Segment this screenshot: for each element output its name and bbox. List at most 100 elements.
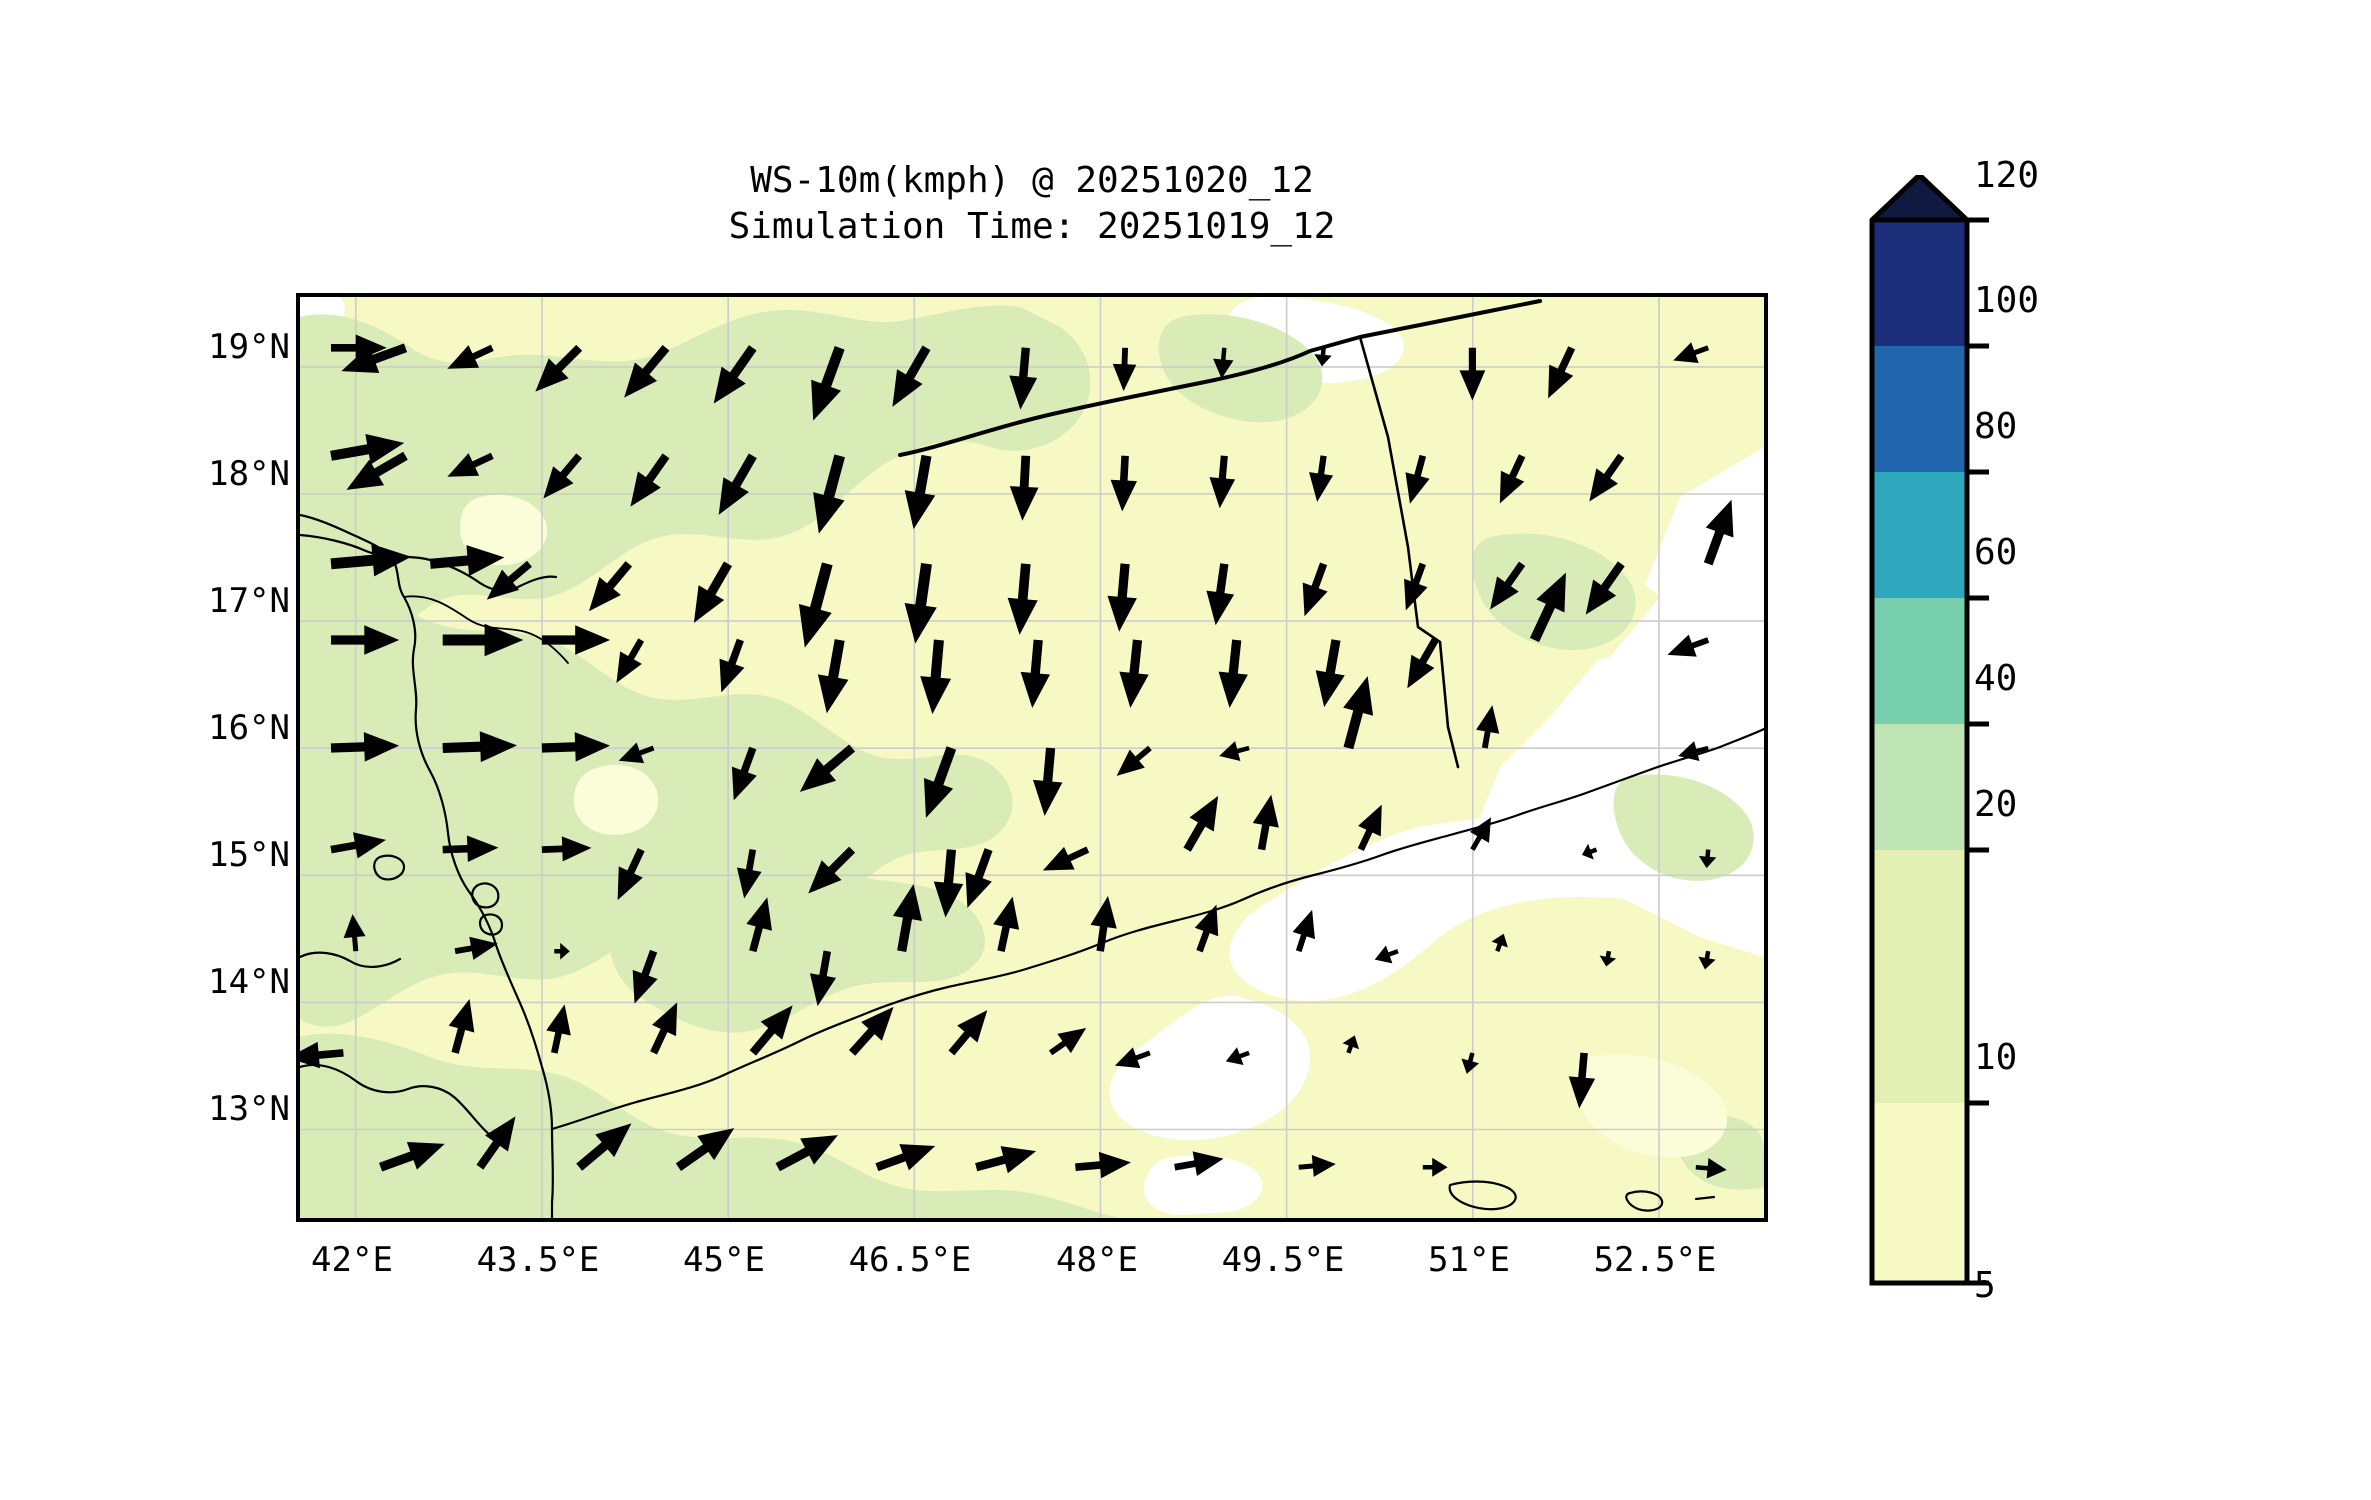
nodata-pocket-east-3	[1143, 1155, 1263, 1215]
wind-arrow	[1033, 747, 1063, 816]
wind-arrow	[1292, 909, 1315, 953]
wind-arrow	[1585, 561, 1625, 615]
wind-arrow	[1678, 741, 1709, 761]
wind-arrow	[1698, 849, 1717, 869]
x-tick-label-51e: 51°E	[1428, 1240, 1510, 1280]
x-tick-label-48e: 48°E	[1056, 1240, 1138, 1280]
wind-arrow	[1599, 950, 1617, 967]
x-tick-label-45e: 45°E	[683, 1240, 765, 1280]
wind-arrow	[1568, 1052, 1596, 1109]
wind-arrow	[813, 454, 845, 534]
wind-arrow	[693, 561, 733, 623]
wind-arrow	[650, 1002, 678, 1055]
wind-arrow	[1407, 638, 1439, 689]
wind-arrow	[948, 1010, 988, 1056]
wind-arrow	[330, 832, 386, 859]
wind-arrow	[341, 343, 408, 374]
wind-arrow	[618, 742, 655, 764]
wind-arrow	[330, 434, 405, 465]
colorbar-tick-60: 60	[1974, 532, 2018, 573]
wind-arrow	[1048, 1028, 1087, 1056]
wind-arrow	[1581, 843, 1598, 860]
wind-arrow	[1183, 795, 1219, 852]
wind-arrow	[1343, 676, 1374, 750]
wind-arrow	[624, 344, 670, 398]
wind-arrow	[1309, 455, 1334, 502]
wind-arrow	[1298, 1155, 1336, 1177]
wind-arrow	[630, 453, 670, 507]
wind-arrow	[713, 345, 757, 404]
colorbar-tick-20: 20	[1974, 784, 2018, 825]
wind-arrow	[1548, 346, 1576, 399]
wind-arrow	[447, 344, 494, 369]
wind-arrow	[1459, 347, 1486, 401]
page-title: WS-10m(kmph) @ 20251020_12	[750, 160, 1314, 201]
wind-arrow	[1119, 639, 1149, 708]
wind-arrow	[848, 1006, 894, 1056]
wind-arrow	[933, 849, 964, 918]
wind-arrow	[442, 835, 499, 862]
wind-arrow	[554, 942, 570, 960]
wind-arrow	[1225, 1047, 1250, 1066]
wind-arrow	[616, 638, 645, 683]
wind-arrow	[588, 561, 633, 612]
wind-arrow	[454, 936, 498, 960]
wind-arrow	[447, 452, 494, 477]
wind-arrow	[775, 1135, 838, 1172]
wind-arrow	[1422, 1157, 1448, 1177]
wind-arrow	[617, 848, 645, 901]
wind-arrow	[1314, 347, 1332, 367]
colorbar: 120 100 80 60 40 20 10 5	[1862, 155, 2092, 1306]
colorbar-band-10-20	[1872, 850, 1967, 1103]
wind-arrow	[923, 746, 957, 818]
wind-arrow	[541, 732, 611, 762]
y-tick-label-17n: 17°N	[208, 581, 290, 621]
colorbar-tick-5: 5	[1974, 1265, 1996, 1306]
wind-speed-map	[300, 297, 1764, 1218]
wind-arrow	[817, 639, 849, 714]
wind-arrow	[798, 562, 833, 648]
wind-arrow	[429, 545, 505, 576]
colorbar-outline	[1869, 220, 1970, 1286]
contour-band-10-20-e3	[1613, 774, 1754, 881]
wind-arrow	[1075, 1151, 1131, 1179]
wind-arrow	[1007, 563, 1038, 635]
wind-arrow	[1698, 950, 1716, 970]
wind-arrow	[875, 1144, 936, 1172]
wind-arrow	[749, 1005, 793, 1056]
wind-arrow	[1404, 562, 1428, 611]
wind-arrow	[1315, 639, 1345, 708]
wind-arrow	[1209, 455, 1236, 509]
wind-arrow	[975, 1146, 1037, 1174]
wind-arrow	[1490, 561, 1526, 610]
wind-arrow	[1219, 741, 1250, 761]
wind-arrow	[541, 836, 592, 862]
wind-arrow	[330, 732, 400, 762]
wind-arrow	[535, 344, 583, 392]
wind-arrow	[904, 563, 937, 644]
y-tick-label-13n: 13°N	[208, 1089, 290, 1129]
x-tick-label-49-5e: 49.5°E	[1221, 1240, 1345, 1280]
contour-highlight-2	[573, 764, 659, 835]
y-tick-label-15n: 15°N	[208, 835, 290, 875]
colorbar-band-20-40	[1872, 724, 1967, 850]
wind-arrow	[892, 345, 931, 407]
colorbar-tick-10: 10	[1974, 1037, 2018, 1078]
wind-arrow	[442, 731, 518, 763]
y-tick-label-14n: 14°N	[208, 962, 290, 1002]
wind-arrow	[1667, 634, 1710, 657]
wind-arrow	[718, 453, 757, 515]
wind-arrow	[731, 746, 757, 801]
wind-arrow	[543, 453, 583, 499]
wind-arrow	[1020, 639, 1050, 708]
wind-arrow	[799, 744, 856, 792]
wind-arrow	[331, 625, 400, 655]
colorbar-band-40-60	[1872, 598, 1967, 724]
wind-arrow	[892, 884, 923, 953]
wind-arrow	[920, 639, 952, 715]
wind-arrow	[719, 638, 745, 693]
contour-highlight-1	[460, 494, 548, 566]
colorbar-band-100-120	[1872, 220, 1967, 346]
wind-arrow	[343, 914, 366, 952]
wind-arrow	[1090, 895, 1117, 952]
